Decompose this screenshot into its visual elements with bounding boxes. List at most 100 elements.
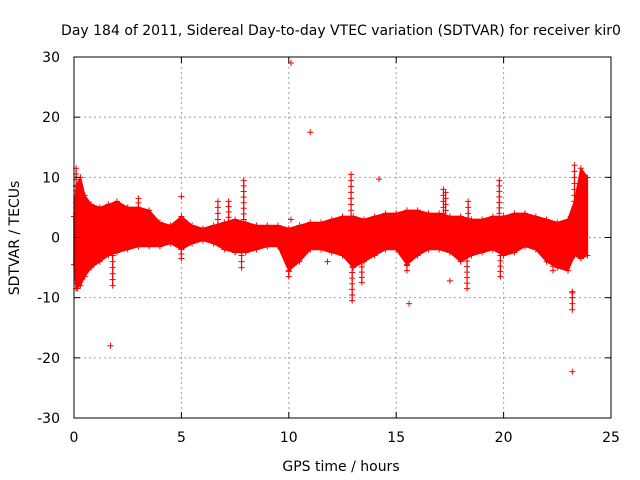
spike-point bbox=[440, 186, 447, 193]
band-edge-point bbox=[446, 249, 453, 256]
band-edge-point bbox=[96, 258, 103, 265]
band-edge-point bbox=[113, 249, 120, 256]
band-edge-point bbox=[522, 243, 529, 250]
band-edge-point bbox=[554, 219, 561, 226]
band-edge-point bbox=[167, 222, 174, 229]
spike-point bbox=[464, 258, 471, 265]
band-edge-point bbox=[135, 243, 142, 250]
spike bbox=[225, 198, 232, 226]
spike-point bbox=[240, 216, 247, 223]
spike-point bbox=[285, 263, 292, 270]
spike-point bbox=[571, 180, 578, 187]
band-edge-point bbox=[296, 222, 303, 229]
spike-point bbox=[240, 199, 247, 206]
spike-point bbox=[465, 204, 472, 211]
band-edge-point bbox=[264, 243, 271, 250]
band-edge-point bbox=[105, 201, 112, 208]
band-edge-point bbox=[264, 222, 271, 229]
spike-point bbox=[349, 292, 356, 299]
spike-point bbox=[464, 269, 471, 276]
chart-title: Day 184 of 2011, Sidereal Day-to-day VTE… bbox=[61, 23, 621, 39]
spike-point bbox=[496, 182, 503, 189]
spike-point bbox=[496, 204, 503, 211]
band-edge-point bbox=[113, 198, 120, 205]
spike-point bbox=[464, 280, 471, 287]
band-edge-point bbox=[543, 216, 550, 223]
x-tick-label: 0 bbox=[70, 430, 79, 446]
axis-ticks: 0 5 10 15 20 25 -30 -20 -10 0 10 20 30 bbox=[37, 50, 620, 446]
outlier-point bbox=[178, 193, 185, 200]
spike-point bbox=[214, 198, 221, 205]
band-edge-point bbox=[511, 249, 518, 256]
y-axis-title: SDTVAR / TECUs bbox=[7, 181, 23, 296]
spike-point bbox=[238, 258, 245, 265]
band-edge-point bbox=[360, 216, 367, 223]
spike bbox=[550, 258, 557, 274]
band-edge-point bbox=[393, 246, 400, 253]
spike-point bbox=[109, 276, 116, 283]
spike-point bbox=[571, 186, 578, 193]
spike-point bbox=[465, 198, 472, 205]
spike-point bbox=[348, 207, 355, 214]
spike-point bbox=[442, 207, 449, 214]
spike-point bbox=[465, 210, 472, 217]
band-edge-point bbox=[457, 258, 464, 265]
band-edge-point bbox=[479, 216, 486, 223]
band-edge-point bbox=[339, 213, 346, 220]
spike-point bbox=[285, 273, 292, 280]
spike bbox=[214, 198, 221, 229]
spike-point bbox=[348, 201, 355, 208]
x-tick-label: 10 bbox=[280, 430, 298, 446]
band-edge-point bbox=[189, 240, 196, 247]
spike-point bbox=[358, 263, 365, 270]
band-edge-point bbox=[565, 267, 572, 274]
band-edge-point bbox=[425, 210, 432, 217]
band-edge-point bbox=[584, 174, 591, 181]
y-tick-label: -20 bbox=[37, 351, 60, 367]
spike-point bbox=[214, 204, 221, 211]
spike bbox=[465, 198, 472, 223]
band-edge-point bbox=[275, 243, 282, 250]
spike bbox=[109, 252, 116, 289]
data-band bbox=[73, 167, 589, 290]
band-edge-point bbox=[577, 165, 584, 172]
spike-point bbox=[285, 257, 292, 264]
band-edge-point bbox=[436, 246, 443, 253]
spike bbox=[349, 252, 356, 304]
band-edge-point bbox=[403, 207, 410, 214]
band-edge-point bbox=[232, 216, 239, 223]
spike-point bbox=[403, 267, 410, 274]
outlier-point bbox=[287, 60, 294, 67]
outlier-point bbox=[324, 258, 331, 265]
band-edge-point bbox=[232, 249, 239, 256]
spike-point bbox=[569, 306, 576, 313]
y-tick-label: 30 bbox=[42, 50, 60, 66]
data-points bbox=[71, 60, 591, 375]
band-edge-point bbox=[199, 237, 206, 244]
spike-point bbox=[109, 270, 116, 277]
spike-point bbox=[571, 162, 578, 169]
spike-point bbox=[496, 199, 503, 206]
spike-point bbox=[348, 189, 355, 196]
spike-point bbox=[496, 188, 503, 195]
spike-point bbox=[358, 269, 365, 276]
band-edge-point bbox=[339, 252, 346, 259]
band-edge-point bbox=[146, 243, 153, 250]
band-edge-point bbox=[382, 210, 389, 217]
band-edge-point bbox=[178, 213, 185, 220]
spike-point bbox=[403, 262, 410, 269]
outlier-point bbox=[446, 277, 453, 284]
spike-point bbox=[442, 189, 449, 196]
outlier-point bbox=[569, 289, 576, 296]
spike-point bbox=[74, 258, 81, 265]
spike-point bbox=[550, 267, 557, 274]
y-tick-label: 10 bbox=[42, 170, 60, 186]
band-edge-point bbox=[307, 246, 314, 253]
spike-point bbox=[74, 274, 81, 281]
band-edge-point bbox=[318, 246, 325, 253]
band-edge-point bbox=[489, 246, 496, 253]
band-edge-point bbox=[577, 255, 584, 262]
y-tick-label: -10 bbox=[37, 291, 60, 307]
band-edge-point bbox=[77, 282, 84, 289]
